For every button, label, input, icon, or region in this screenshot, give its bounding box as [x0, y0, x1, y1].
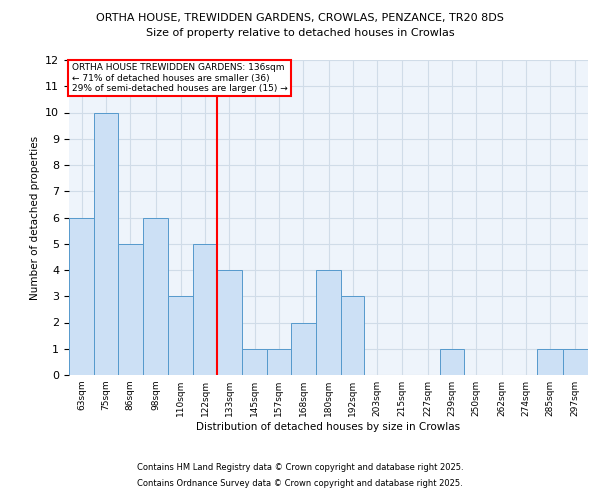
- Text: ORTHA HOUSE, TREWIDDEN GARDENS, CROWLAS, PENZANCE, TR20 8DS: ORTHA HOUSE, TREWIDDEN GARDENS, CROWLAS,…: [96, 12, 504, 22]
- Text: Size of property relative to detached houses in Crowlas: Size of property relative to detached ho…: [146, 28, 454, 38]
- Text: ORTHA HOUSE TREWIDDEN GARDENS: 136sqm
← 71% of detached houses are smaller (36)
: ORTHA HOUSE TREWIDDEN GARDENS: 136sqm ← …: [71, 63, 287, 93]
- Bar: [563, 349, 588, 375]
- Bar: [94, 112, 118, 375]
- Bar: [217, 270, 242, 375]
- Text: Contains HM Land Registry data © Crown copyright and database right 2025.: Contains HM Land Registry data © Crown c…: [137, 464, 463, 472]
- Y-axis label: Number of detached properties: Number of detached properties: [29, 136, 40, 300]
- Bar: [538, 349, 563, 375]
- Bar: [193, 244, 217, 375]
- Bar: [290, 322, 316, 375]
- Text: Contains Ordnance Survey data © Crown copyright and database right 2025.: Contains Ordnance Survey data © Crown co…: [137, 478, 463, 488]
- Bar: [316, 270, 341, 375]
- Bar: [143, 218, 168, 375]
- Bar: [242, 349, 268, 375]
- X-axis label: Distribution of detached houses by size in Crowlas: Distribution of detached houses by size …: [196, 422, 461, 432]
- Bar: [341, 296, 364, 375]
- Bar: [168, 296, 193, 375]
- Bar: [69, 218, 94, 375]
- Bar: [268, 349, 290, 375]
- Bar: [118, 244, 143, 375]
- Bar: [440, 349, 464, 375]
